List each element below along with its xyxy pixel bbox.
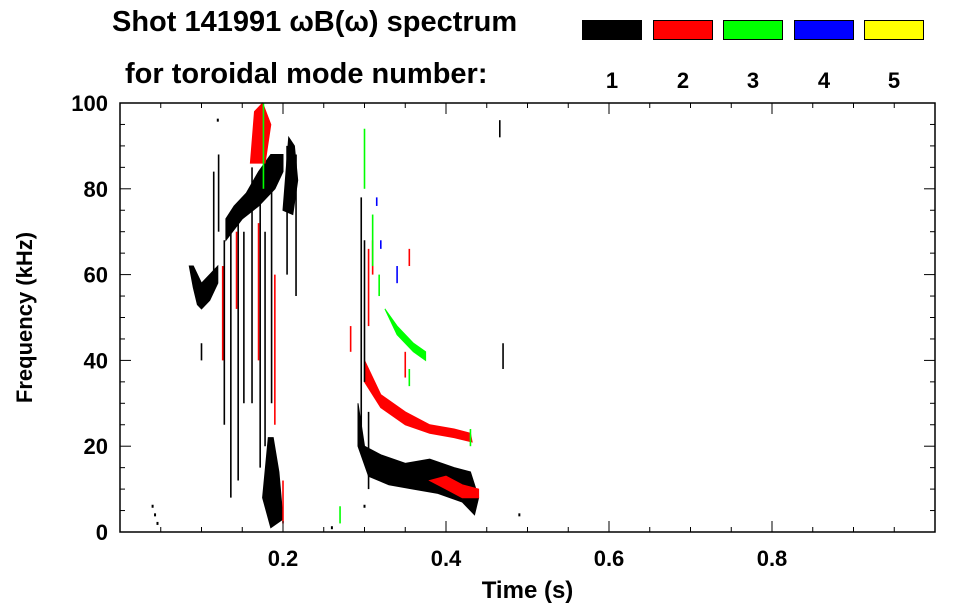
x-tick-label: 0.6 bbox=[594, 546, 625, 571]
legend-label-mode-4: 4 bbox=[817, 68, 831, 93]
x-tick-label: 0.2 bbox=[268, 546, 299, 571]
spectrum-speck-mode-1 bbox=[151, 504, 154, 508]
plot-frame bbox=[119, 102, 936, 533]
spectrum-speck-mode-1 bbox=[518, 513, 521, 517]
legend-swatch-mode-3 bbox=[723, 20, 783, 40]
legend-swatch-mode-2 bbox=[653, 20, 713, 40]
chart-title-line2: for toroidal mode number: bbox=[125, 58, 488, 90]
axes: 0.2 0.4 0.6 0.8 0 20 40 60 80 100 bbox=[71, 91, 935, 571]
y-tick-label: 60 bbox=[84, 263, 108, 288]
legend-swatch-mode-1 bbox=[582, 20, 642, 40]
spectrum-region-mode-1 bbox=[225, 154, 284, 242]
legend-label-mode-3: 3 bbox=[746, 68, 760, 93]
y-axis-label: Frequency (kHz) bbox=[12, 232, 37, 403]
legend-label-mode-2: 2 bbox=[676, 68, 690, 93]
legend-swatch-mode-5 bbox=[864, 20, 924, 40]
spectrum-speck-mode-1 bbox=[216, 118, 219, 122]
y-tick-label: 40 bbox=[84, 348, 108, 373]
chart-title-line1: Shot 141991 ωB(ω) spectrum bbox=[112, 6, 518, 38]
x-axis-label: Time (s) bbox=[482, 577, 574, 604]
y-tick-label: 20 bbox=[84, 434, 108, 459]
legend-swatch-mode-4 bbox=[794, 20, 854, 40]
spectrum-speck-mode-1 bbox=[154, 513, 157, 517]
y-tick-label: 100 bbox=[71, 91, 108, 116]
spectrogram-data bbox=[151, 102, 521, 530]
legend-label-mode-1: 1 bbox=[605, 68, 619, 93]
y-tick-label: 0 bbox=[96, 520, 108, 545]
spectrum-speck-mode-1 bbox=[156, 521, 159, 525]
y-tick-label: 80 bbox=[84, 177, 108, 202]
spectrum-region-mode-2 bbox=[364, 360, 473, 443]
legend-label-mode-5: 5 bbox=[887, 68, 901, 93]
spectrum-region-mode-1 bbox=[188, 264, 219, 310]
spectrum-speck-mode-1 bbox=[330, 526, 333, 530]
spectrum-region-mode-3 bbox=[384, 308, 427, 362]
spectrum-region-mode-2 bbox=[249, 102, 272, 164]
x-tick-label: 0.4 bbox=[431, 546, 462, 571]
spectrum-speck-mode-1 bbox=[363, 504, 366, 508]
spectrum-region-mode-2 bbox=[428, 475, 480, 499]
spectrum-region-mode-1 bbox=[262, 437, 284, 529]
x-tick-label: 0.8 bbox=[757, 546, 788, 571]
